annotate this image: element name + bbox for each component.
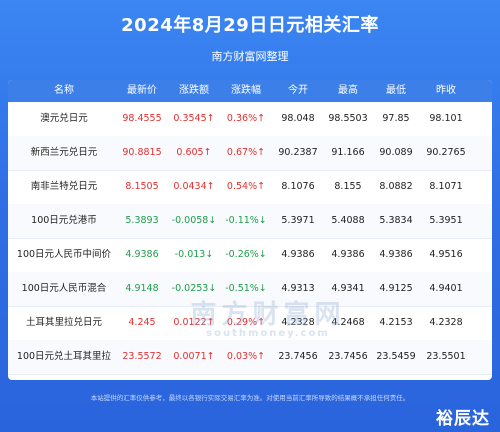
- col-header-latest: 最新价: [127, 85, 157, 96]
- cell-high: 4.9341: [331, 283, 365, 294]
- cell-name: 100日元人民币混合: [21, 283, 107, 294]
- cell-change: 0.0122↑: [173, 317, 215, 328]
- cell-change-pct: 0.03%↑: [226, 351, 266, 362]
- cell-high: 23.7456: [328, 351, 368, 362]
- cell-change-pct: 0.54%↑: [226, 181, 266, 192]
- table-row: 新西兰元兑日元 90.8815 0.605↑ 0.67%↑ 90.2387 91.166 9…: [8, 136, 492, 171]
- cell-latest: 98.4555: [122, 113, 162, 124]
- cell-open: 8.1076: [281, 181, 315, 192]
- cell-latest: 4.9148: [125, 283, 159, 294]
- cell-change-pct: -0.26%↓: [225, 249, 267, 260]
- cell-change: 0.0071↑: [173, 351, 215, 362]
- page-subtitle: 南方财富网整理: [211, 50, 289, 63]
- cell-prev-close: 23.5501: [426, 351, 466, 362]
- cell-change: 0.3545↑: [173, 113, 215, 124]
- cell-low: 4.9386: [379, 249, 413, 260]
- cell-change-pct: 0.67%↑: [226, 147, 266, 158]
- cell-change-pct: -0.51%↓: [225, 283, 267, 294]
- cell-open: 4.2328: [281, 317, 315, 328]
- cell-open: 90.2387: [278, 147, 318, 158]
- cell-name: 100日元兑港币: [31, 215, 97, 226]
- cell-change-pct: 0.29%↑: [226, 317, 266, 328]
- table-row: 澳元兑日元 98.4555 0.3545↑ 0.36%↑ 98.048 98.5503 97…: [8, 102, 492, 137]
- cell-latest: 4.9386: [125, 249, 159, 260]
- table-row: 土耳其里拉兑日元 4.245 0.0122↑ 0.29%↑ 4.2328 4.2468 4.…: [8, 306, 492, 341]
- cell-latest: 4.245: [128, 317, 156, 328]
- cell-open: 23.7456: [278, 351, 318, 362]
- col-header-open: 今开: [288, 85, 308, 96]
- cell-change: -0.0253↓: [171, 283, 217, 294]
- cell-latest: 90.8815: [122, 147, 162, 158]
- cell-prev-close: 90.2765: [426, 147, 466, 158]
- cell-low: 97.85: [382, 113, 410, 124]
- cell-name: 南非兰特兑日元: [30, 181, 98, 192]
- cell-change: -0.013↓: [174, 249, 214, 260]
- cell-low: 5.3834: [379, 215, 413, 226]
- col-header-change-pct: 涨跌幅: [231, 85, 261, 96]
- cell-open: 4.9386: [281, 249, 315, 260]
- page-title: 2024年8月29日日元相关汇率: [121, 15, 379, 36]
- cell-high: 4.9386: [331, 249, 365, 260]
- table-row: 100日元兑土耳其里拉 23.5572 0.0071↑ 0.03%↑ 23.7456 23…: [8, 340, 492, 375]
- cell-high: 91.166: [331, 147, 365, 158]
- cell-change: -0.0058↓: [171, 215, 217, 226]
- cell-prev-close: 5.3951: [429, 215, 463, 226]
- cell-name: 100日元人民币中间价: [16, 249, 112, 260]
- cell-prev-close: 4.9516: [429, 249, 463, 260]
- cell-low: 23.5459: [376, 351, 416, 362]
- cell-open: 98.048: [281, 113, 315, 124]
- col-header-prev-close: 昨收: [436, 85, 456, 96]
- cell-low: 8.0882: [379, 181, 413, 192]
- table-row: 100日元人民币混合 4.9148 -0.0253↓ -0.51%↓ 4.9313 4.9…: [8, 272, 492, 307]
- cell-high: 8.155: [334, 181, 362, 192]
- cell-prev-close: 4.9401: [429, 283, 463, 294]
- cell-latest: 5.3893: [125, 215, 159, 226]
- cell-low: 90.089: [379, 147, 413, 158]
- table-row: 南非兰特兑日元 8.1505 0.0434↑ 0.54%↑ 8.1076 8.155 8.0…: [8, 170, 492, 205]
- cell-open: 4.9313: [281, 283, 315, 294]
- brand-logo: 裕辰达: [436, 409, 490, 429]
- col-header-name: 名称: [54, 85, 74, 96]
- cell-name: 澳元兑日元: [40, 113, 88, 124]
- cell-low: 4.2153: [379, 317, 413, 328]
- cell-high: 4.2468: [331, 317, 365, 328]
- table-header: 名称 最新价 涨跌额 涨跌幅 今开 最高 最低 昨收: [8, 80, 492, 102]
- cell-high: 98.5503: [328, 113, 368, 124]
- cell-latest: 23.5572: [122, 351, 162, 362]
- cell-change-pct: -0.11%↓: [225, 215, 267, 226]
- cell-prev-close: 98.101: [429, 113, 463, 124]
- cell-high: 5.4088: [331, 215, 365, 226]
- cell-change: 0.605↑: [176, 147, 212, 158]
- cell-prev-close: 4.2328: [429, 317, 463, 328]
- cell-name: 100日元兑土耳其里拉: [16, 351, 112, 362]
- cell-low: 4.9125: [379, 283, 413, 294]
- col-header-low: 最低: [386, 85, 406, 96]
- col-header-change: 涨跌额: [179, 85, 209, 96]
- table-row: 100日元人民币中间价 4.9386 -0.013↓ -0.26%↓ 4.9386 4.9…: [8, 238, 492, 273]
- col-header-high: 最高: [338, 85, 358, 96]
- cell-name: 新西兰元兑日元: [30, 147, 98, 158]
- table-row: 100日元兑港币 5.3893 -0.0058↓ -0.11%↓ 5.3971 5.408…: [8, 204, 492, 239]
- cell-prev-close: 8.1071: [429, 181, 463, 192]
- cell-latest: 8.1505: [125, 181, 159, 192]
- cell-name: 土耳其里拉兑日元: [25, 317, 102, 328]
- cell-change-pct: 0.36%↑: [226, 113, 266, 124]
- rates-table: 名称 最新价 涨跌额 涨跌幅 今开 最高 最低 昨收 澳元兑日元 98.4555 0…: [8, 80, 492, 380]
- cell-change: 0.0434↑: [173, 181, 215, 192]
- disclaimer-footer: 本站提供的汇率仅供参考，最终以各银行实际交易汇率为准。对使用当前汇率所导致的结果…: [90, 394, 410, 402]
- cell-open: 5.3971: [281, 215, 315, 226]
